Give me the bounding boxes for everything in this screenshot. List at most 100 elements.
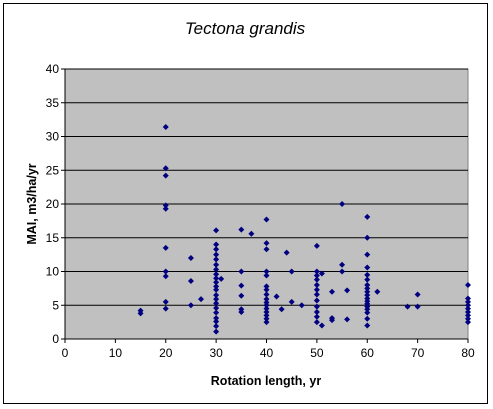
x-tick-label: 20 xyxy=(159,346,173,360)
data-point xyxy=(465,305,471,312)
data-point xyxy=(263,291,270,298)
x-axis-label: Rotation length, yr xyxy=(211,374,322,388)
data-point xyxy=(162,205,169,212)
data-point xyxy=(213,266,220,273)
data-point xyxy=(213,318,220,325)
data-point xyxy=(313,313,320,320)
data-point xyxy=(213,246,220,253)
data-point xyxy=(213,323,220,330)
x-tick-label: 80 xyxy=(461,346,475,360)
data-point xyxy=(364,306,371,313)
data-point xyxy=(263,305,270,312)
data-point xyxy=(328,288,335,295)
data-point xyxy=(465,298,471,305)
grid-lines xyxy=(65,68,468,306)
data-point xyxy=(238,292,245,299)
data-point xyxy=(288,298,295,305)
data-point xyxy=(339,268,346,275)
data-point xyxy=(162,273,169,280)
data-point xyxy=(263,268,270,275)
data-point xyxy=(213,304,220,311)
data-point xyxy=(374,288,381,295)
data-point xyxy=(263,309,270,315)
data-point xyxy=(364,322,371,329)
x-tick-labels: 0 10 20 30 40 50 60 70 80 xyxy=(62,346,475,360)
data-point xyxy=(273,293,280,300)
x-tick-label: 0 xyxy=(62,346,69,360)
data-point xyxy=(213,261,220,268)
data-point xyxy=(248,230,255,237)
data-point xyxy=(162,268,169,275)
data-point xyxy=(313,303,320,310)
data-point xyxy=(263,283,270,290)
x-tick-label: 30 xyxy=(209,346,223,360)
data-point xyxy=(364,271,371,278)
data-point xyxy=(298,302,305,309)
data-point xyxy=(313,291,320,298)
data-point xyxy=(213,251,220,258)
data-point xyxy=(238,282,245,289)
data-point xyxy=(263,286,270,293)
y-tick-label: 10 xyxy=(46,265,60,279)
data-point xyxy=(404,303,411,310)
y-tick-label: 5 xyxy=(52,298,59,312)
data-point xyxy=(213,286,220,293)
data-point xyxy=(162,124,169,131)
data-point xyxy=(364,213,371,220)
data-point xyxy=(364,292,371,299)
data-point xyxy=(213,275,220,282)
data-point xyxy=(318,270,325,277)
chart-frame: Tectona grandis 0 5 10 15 20 25 30 35 40 0 10 20 30… xyxy=(3,3,488,404)
data-point xyxy=(263,302,270,309)
data-points xyxy=(137,124,471,335)
data-point xyxy=(465,282,471,288)
data-point xyxy=(364,251,371,258)
data-point xyxy=(465,319,471,326)
data-point xyxy=(313,282,320,288)
data-point xyxy=(263,312,270,319)
data-point xyxy=(213,296,220,303)
scatter-chart: Tectona grandis 0 5 10 15 20 25 30 35 40 0 10 20 30… xyxy=(25,19,475,388)
data-point xyxy=(263,240,270,247)
chart-title: Tectona grandis xyxy=(185,19,306,38)
x-tick-label: 50 xyxy=(310,346,324,360)
data-point xyxy=(313,319,320,326)
data-point xyxy=(278,306,285,313)
data-point xyxy=(313,309,320,315)
data-point xyxy=(263,216,270,223)
data-point xyxy=(263,246,270,253)
data-point xyxy=(364,315,371,322)
x-tick-label: 10 xyxy=(109,346,123,360)
axis-lines xyxy=(61,68,469,343)
data-point xyxy=(187,302,194,309)
y-tick-label: 40 xyxy=(46,62,60,76)
y-tick-label: 20 xyxy=(46,197,60,211)
data-point xyxy=(313,242,320,249)
data-point xyxy=(313,286,320,293)
data-point xyxy=(213,241,220,248)
data-point xyxy=(465,302,471,309)
data-point xyxy=(313,297,320,304)
data-point xyxy=(313,272,320,279)
data-point xyxy=(344,287,351,294)
data-point xyxy=(364,264,371,271)
data-point xyxy=(414,291,421,298)
data-point xyxy=(218,275,225,282)
data-point xyxy=(288,268,295,275)
data-point xyxy=(364,285,371,292)
data-point xyxy=(213,292,220,299)
x-tick-label: 70 xyxy=(411,346,425,360)
data-point xyxy=(137,310,144,317)
data-point xyxy=(213,300,220,307)
data-point xyxy=(213,279,220,286)
y-tick-label: 30 xyxy=(46,130,60,144)
y-tick-label: 0 xyxy=(52,332,59,346)
data-point xyxy=(187,277,194,284)
y-axis-label: MAI, m3/ha/yr xyxy=(25,163,39,244)
data-point xyxy=(213,271,220,278)
data-point xyxy=(465,309,471,315)
data-point xyxy=(364,276,371,283)
data-point xyxy=(162,202,169,209)
data-point xyxy=(162,165,169,172)
data-point xyxy=(414,303,421,310)
